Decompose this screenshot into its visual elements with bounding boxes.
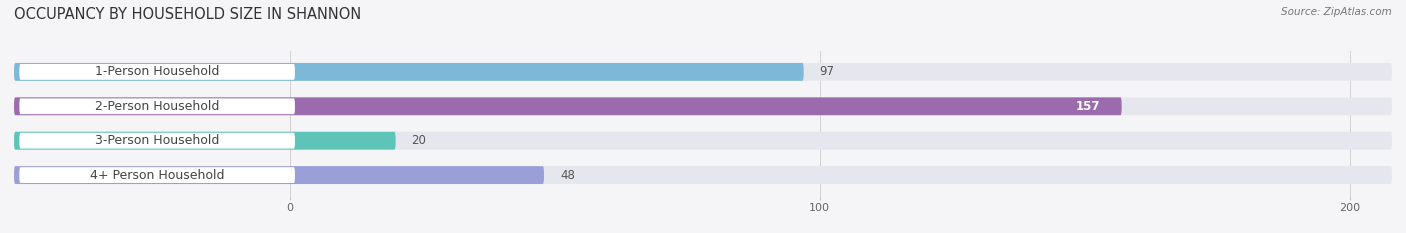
Text: 4+ Person Household: 4+ Person Household: [90, 169, 225, 182]
Text: 157: 157: [1076, 100, 1101, 113]
FancyBboxPatch shape: [14, 132, 395, 150]
Text: 48: 48: [560, 169, 575, 182]
FancyBboxPatch shape: [14, 97, 1392, 115]
FancyBboxPatch shape: [20, 64, 295, 80]
FancyBboxPatch shape: [20, 167, 295, 183]
Text: 3-Person Household: 3-Person Household: [96, 134, 219, 147]
FancyBboxPatch shape: [14, 63, 804, 81]
FancyBboxPatch shape: [14, 63, 1392, 81]
Text: 1-Person Household: 1-Person Household: [96, 65, 219, 78]
FancyBboxPatch shape: [14, 166, 544, 184]
Text: 20: 20: [412, 134, 426, 147]
FancyBboxPatch shape: [20, 133, 295, 149]
Text: OCCUPANCY BY HOUSEHOLD SIZE IN SHANNON: OCCUPANCY BY HOUSEHOLD SIZE IN SHANNON: [14, 7, 361, 22]
FancyBboxPatch shape: [14, 166, 1392, 184]
Text: Source: ZipAtlas.com: Source: ZipAtlas.com: [1281, 7, 1392, 17]
FancyBboxPatch shape: [20, 98, 295, 114]
Text: 97: 97: [820, 65, 835, 78]
FancyBboxPatch shape: [14, 132, 1392, 150]
FancyBboxPatch shape: [14, 97, 1122, 115]
Text: 2-Person Household: 2-Person Household: [96, 100, 219, 113]
